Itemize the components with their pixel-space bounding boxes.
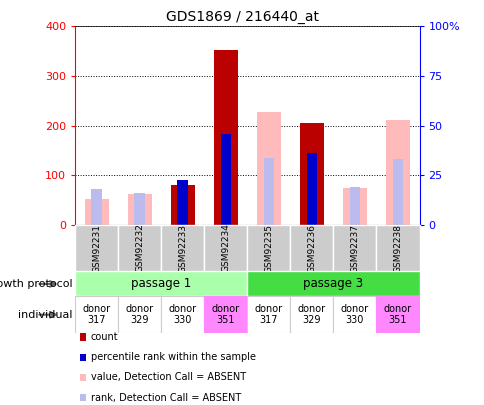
Bar (290, 296, 333, 333)
Text: donor
351: donor 351 (212, 304, 240, 326)
Text: GSM92236: GSM92236 (307, 224, 316, 273)
Bar (333, 225, 376, 271)
Bar (257, 112, 280, 225)
Bar (134, 192, 145, 225)
Text: GSM92233: GSM92233 (178, 224, 187, 273)
Bar (128, 194, 151, 225)
Bar (392, 159, 403, 225)
Text: donor
330: donor 330 (168, 304, 197, 326)
Text: GSM92234: GSM92234 (221, 224, 230, 273)
Bar (342, 188, 366, 225)
Bar (75, 225, 118, 271)
Bar (300, 123, 323, 225)
Bar (263, 158, 273, 225)
Text: count: count (91, 332, 119, 342)
Bar (247, 271, 419, 296)
Text: donor
329: donor 329 (297, 304, 325, 326)
Bar (220, 134, 231, 225)
Text: GSM92235: GSM92235 (264, 224, 273, 273)
Text: donor
317: donor 317 (254, 304, 282, 326)
Bar (177, 180, 188, 225)
Bar (213, 50, 237, 225)
Text: passage 1: passage 1 (131, 277, 191, 290)
Text: individual: individual (18, 310, 73, 320)
Text: growth protocol: growth protocol (0, 279, 73, 289)
Bar (247, 296, 290, 333)
Bar (91, 189, 102, 225)
Bar (376, 225, 419, 271)
Bar (349, 187, 360, 225)
Bar (118, 296, 161, 333)
Text: percentile rank within the sample: percentile rank within the sample (91, 352, 256, 362)
Bar (85, 199, 108, 225)
Text: GSM92237: GSM92237 (350, 224, 359, 273)
Bar (247, 225, 290, 271)
Bar (333, 296, 376, 333)
Bar (75, 296, 118, 333)
Text: GDS1869 / 216440_at: GDS1869 / 216440_at (166, 10, 318, 24)
Text: donor
330: donor 330 (340, 304, 368, 326)
Text: donor
329: donor 329 (125, 304, 153, 326)
Bar (290, 225, 333, 271)
Bar (161, 225, 204, 271)
Bar (204, 296, 247, 333)
Text: GSM92231: GSM92231 (92, 224, 101, 273)
Bar (118, 225, 161, 271)
Text: passage 3: passage 3 (303, 277, 363, 290)
Text: donor
317: donor 317 (82, 304, 110, 326)
Text: value, Detection Call = ABSENT: value, Detection Call = ABSENT (91, 373, 245, 382)
Text: GSM92238: GSM92238 (393, 224, 402, 273)
Bar (376, 296, 419, 333)
Bar (161, 296, 204, 333)
Bar (385, 119, 409, 225)
Text: donor
351: donor 351 (383, 304, 411, 326)
Text: GSM92232: GSM92232 (135, 224, 144, 273)
Bar (170, 185, 194, 225)
Bar (75, 271, 247, 296)
Text: rank, Detection Call = ABSENT: rank, Detection Call = ABSENT (91, 393, 241, 403)
Bar (306, 153, 317, 225)
Bar (204, 225, 247, 271)
